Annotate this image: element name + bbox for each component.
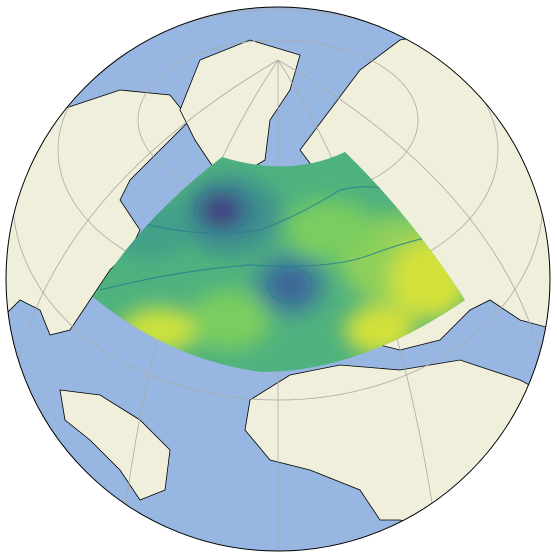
- globe-outline: [5, 6, 551, 552]
- south-america: [59, 389, 171, 501]
- greenland: [179, 39, 301, 176]
